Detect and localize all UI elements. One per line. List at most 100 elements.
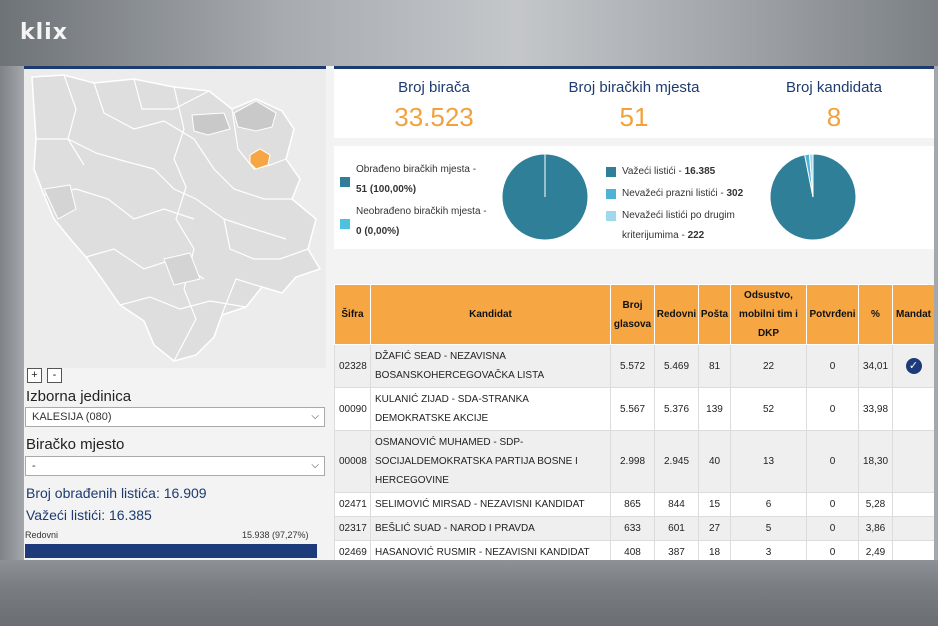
cell-confirmed: 0 <box>806 492 859 517</box>
cell-absent: 6 <box>730 492 807 517</box>
regular-ballots-progress-bar <box>25 544 317 558</box>
cell-candidate: OSMANOVIĆ MUHAMED - SDP-SOCIJALDEMOKRATS… <box>370 430 611 493</box>
constituency-select[interactable]: KALESIJA (080) ⌵ <box>25 407 325 427</box>
cell-post: 15 <box>698 492 731 517</box>
table-row[interactable]: 00008 OSMANOVIĆ MUHAMED - SDP-SOCIJALDEMO… <box>334 430 934 493</box>
cell-confirmed: 0 <box>806 430 859 493</box>
cell-regular: 387 <box>654 540 699 560</box>
polling-station-label: Biračko mjesto <box>26 436 125 453</box>
legend-label: Važeći listići - <box>622 166 682 177</box>
cell-pct: 5,28 <box>858 492 893 517</box>
cell-code: 02328 <box>334 344 371 388</box>
cell-post: 139 <box>698 387 731 431</box>
stat-voters: Broj birača 33.523 <box>354 79 514 133</box>
cell-candidate: BEŠLIĆ SUAD - NAROD I PRAVDA <box>370 516 611 541</box>
chevron-down-icon: ⌵ <box>311 411 319 422</box>
map-region-northeast[interactable] <box>233 100 277 132</box>
cell-regular: 601 <box>654 516 699 541</box>
cell-regular: 5.469 <box>654 344 699 388</box>
cell-absent: 3 <box>730 540 807 560</box>
cell-post: 81 <box>698 344 731 388</box>
cell-votes: 865 <box>610 492 655 517</box>
checkmark-circle-icon: ✓ <box>905 357 922 374</box>
legend-value: 302 <box>726 188 744 199</box>
map-region-south[interactable] <box>163 252 201 286</box>
cell-votes: 2.998 <box>610 430 655 493</box>
pie-chart-ballots[interactable] <box>768 152 858 242</box>
legend-value: 16.385 <box>684 166 716 177</box>
table-row[interactable]: 02471 SELIMOVIĆ MIRSAD - NEZAVISNI KANDID… <box>334 492 934 517</box>
stat-candidates: Broj kandidata 8 <box>754 79 914 133</box>
cell-votes: 5.572 <box>610 344 655 388</box>
cell-confirmed: 0 <box>806 540 859 560</box>
cell-mandate <box>892 540 934 560</box>
cell-votes: 633 <box>610 516 655 541</box>
cell-absent: 52 <box>730 387 807 431</box>
legend-swatch <box>606 189 616 199</box>
candidates-table: Šifra Kandidat Broj glasova Redovni Pošt… <box>334 284 934 560</box>
legend-swatch <box>606 211 616 221</box>
legend-value: 0 (0,00%) <box>356 226 400 237</box>
cell-code: 00090 <box>334 387 371 431</box>
cell-code: 00008 <box>334 430 371 493</box>
bih-map[interactable] <box>24 69 326 369</box>
zoom-in-button[interactable]: + <box>27 368 42 383</box>
cell-candidate: KULANIĆ ZIJAD - SDA-STRANKA DEMOKRATSKE … <box>370 387 611 431</box>
cell-post: 18 <box>698 540 731 560</box>
cell-votes: 5.567 <box>610 387 655 431</box>
photo-backdrop-left <box>0 66 24 560</box>
stat-polling-stations: Broj biračkih mjesta 51 <box>544 79 724 133</box>
table-row[interactable]: 02469 HASANOVIĆ RUSMIR - NEZAVISNI KANDID… <box>334 540 934 560</box>
column-header-code[interactable]: Šifra <box>334 284 371 345</box>
stat-value: 8 <box>826 102 842 132</box>
cell-code: 02317 <box>334 516 371 541</box>
legend-value: 222 <box>687 230 705 241</box>
cell-mandate: ✓ <box>892 344 934 388</box>
legend-swatch <box>606 167 616 177</box>
column-header-votes[interactable]: Broj glasova <box>610 284 655 345</box>
map-region-selected-kalesija[interactable] <box>249 148 271 170</box>
cell-confirmed: 0 <box>806 516 859 541</box>
constituency-label: Izborna jedinica <box>26 388 132 405</box>
cell-post: 27 <box>698 516 731 541</box>
table-row[interactable]: 00090 KULANIĆ ZIJAD - SDA-STRANKA DEMOKRA… <box>334 387 934 431</box>
cell-candidate: HASANOVIĆ RUSMIR - NEZAVISNI KANDIDAT <box>370 540 611 560</box>
column-header-regular[interactable]: Redovni <box>654 284 699 345</box>
table-row[interactable]: 02328 DŽAFIĆ SEAD - NEZAVISNA BOSANSKOHER… <box>334 344 934 388</box>
cell-post: 40 <box>698 430 731 493</box>
chevron-down-icon: ⌵ <box>311 460 319 471</box>
column-header-post[interactable]: Pošta <box>698 284 731 345</box>
column-header-mandate[interactable]: Mandat <box>892 284 934 345</box>
cell-absent: 5 <box>730 516 807 541</box>
column-header-percent[interactable]: % <box>858 284 893 345</box>
map-region-west[interactable] <box>43 184 77 220</box>
cell-pct: 33,98 <box>858 387 893 431</box>
legend-value: 51 (100,00%) <box>356 184 417 195</box>
constituency-select-value: KALESIJA (080) <box>32 411 112 423</box>
pie-panel: Obrađeno biračkih mjesta - 51 (100,00%) N… <box>334 146 934 249</box>
cell-confirmed: 0 <box>806 344 859 388</box>
column-header-confirmed[interactable]: Potvrđeni <box>806 284 859 345</box>
cell-mandate <box>892 387 934 431</box>
cell-confirmed: 0 <box>806 387 859 431</box>
table-row[interactable]: 02317 BEŠLIĆ SUAD - NAROD I PRAVDA 633 601 2… <box>334 516 934 541</box>
column-header-candidate[interactable]: Kandidat <box>370 284 611 345</box>
cell-regular: 844 <box>654 492 699 517</box>
legend-label: Nevažeći prazni listići - <box>622 188 724 199</box>
photo-backdrop-right <box>934 66 938 560</box>
map-region-brcko[interactable] <box>191 112 231 136</box>
cell-mandate <box>892 430 934 493</box>
column-header-absent[interactable]: Odsustvo, mobilni tim i DKP <box>730 284 807 345</box>
pie-chart-stations[interactable] <box>500 152 590 242</box>
map-panel[interactable] <box>24 66 326 368</box>
stat-title: Broj biračkih mjesta <box>568 79 700 96</box>
polling-station-select-value: - <box>32 460 36 472</box>
cell-pct: 34,01 <box>858 344 893 388</box>
legend-label: Obrađeno biračkih mjesta - <box>356 164 477 175</box>
cell-regular: 2.945 <box>654 430 699 493</box>
polling-station-select[interactable]: - ⌵ <box>25 456 325 476</box>
legend-swatch <box>340 219 350 229</box>
cell-candidate: SELIMOVIĆ MIRSAD - NEZAVISNI KANDIDAT <box>370 492 611 517</box>
cell-pct: 18,30 <box>858 430 893 493</box>
zoom-out-button[interactable]: - <box>47 368 62 383</box>
